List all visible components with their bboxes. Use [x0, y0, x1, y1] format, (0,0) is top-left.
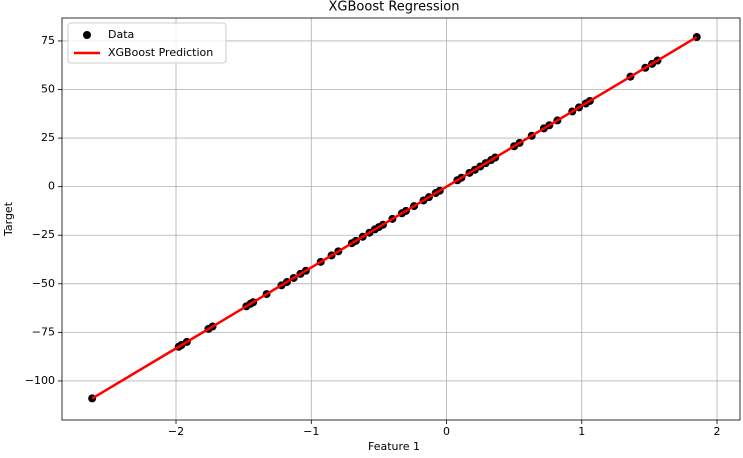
prediction-line [91, 35, 698, 400]
y-tick-label: −75 [32, 325, 55, 338]
x-tick-label: 2 [714, 425, 721, 438]
legend-box [67, 22, 227, 64]
y-tick-label: −25 [32, 228, 55, 241]
x-axis-label: Feature 1 [368, 440, 420, 453]
x-tick-label: −2 [168, 425, 184, 438]
x-tick-label: 0 [443, 425, 450, 438]
legend-marker [83, 31, 91, 39]
chart-title: XGBoost Regression [329, 0, 460, 15]
legend-label: Data [108, 28, 134, 41]
legend-label: XGBoost Prediction [108, 46, 213, 59]
y-tick-label: 0 [48, 180, 55, 193]
x-tick-label: 1 [578, 425, 585, 438]
plot-frame [61, 17, 741, 421]
x-tick-label: −1 [303, 425, 319, 438]
legend: Data XGBoost Prediction [67, 22, 227, 64]
y-tick-label: 25 [41, 131, 55, 144]
y-tick-label: 75 [41, 34, 55, 47]
y-tick-label: 50 [41, 83, 55, 96]
y-axis-label: Target [2, 201, 15, 237]
y-tick-label: −100 [25, 374, 55, 387]
y-tick-label: −50 [32, 277, 55, 290]
